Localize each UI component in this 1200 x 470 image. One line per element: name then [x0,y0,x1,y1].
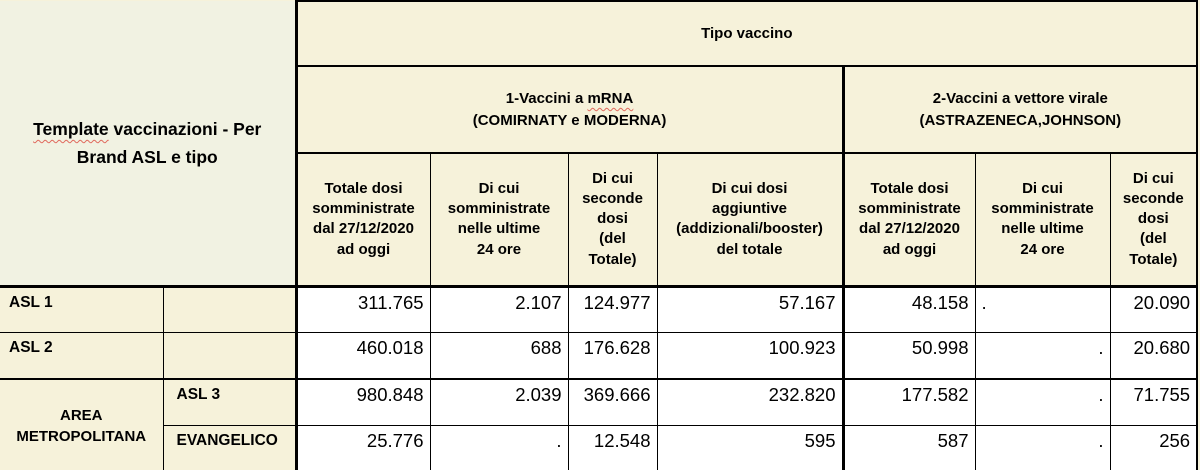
data-cell[interactable]: . [974,331,1111,380]
data-cell[interactable]: . [974,424,1111,470]
group1-misspelled-word: mRNA [587,89,634,107]
col-header-dosi-aggiuntive[interactable]: Di cui dosi aggiuntive (addizionali/boos… [656,152,844,288]
data-cell[interactable]: 124.977 [567,285,658,333]
data-cell[interactable]: 256 [1109,424,1199,470]
data-cell[interactable]: . [974,285,1111,333]
data-cell[interactable]: 2.039 [429,378,569,426]
data-cell[interactable]: 232.820 [656,378,844,426]
col-header-ultime-24-ore-vettore[interactable]: Di cui somministrate nelle ultime 24 ore [974,152,1111,288]
data-cell[interactable]: 20.090 [1109,285,1199,333]
table-row: EVANGELICO 25.776 . 12.548 595 587 . 256 [0,424,1199,470]
header-group-vettore-virale[interactable]: 2-Vaccini a vettore virale (ASTRAZENECA,… [841,65,1199,154]
title-misspelled-word: Template [33,118,109,139]
row-sublabel-evangelico[interactable]: EVANGELICO [162,424,297,470]
data-cell[interactable]: 177.582 [841,378,976,426]
table-row: AREA METROPOLITANA ASL 3 980.848 2.039 3… [0,378,1199,470]
data-cell[interactable]: 176.628 [567,331,658,380]
data-cell[interactable]: 587 [841,424,976,470]
row-label-area-metropolitana[interactable]: AREA METROPOLITANA [0,378,164,470]
header-tipo-vaccino[interactable]: Tipo vaccino [294,0,1199,67]
data-cell[interactable]: 460.018 [294,331,431,380]
data-cell[interactable]: . [974,378,1111,426]
data-cell[interactable]: 57.167 [656,285,844,333]
data-cell[interactable]: 369.666 [567,378,658,426]
row-sublabel-asl-3[interactable]: ASL 3 [162,378,297,426]
data-cell[interactable]: 50.998 [841,331,976,380]
table-title: Template vaccinazioni - Per Brand ASL e … [33,118,262,167]
data-cell[interactable]: 48.158 [841,285,976,333]
data-cell[interactable]: 25.776 [294,424,431,470]
header-group-mrna[interactable]: 1-Vaccini a mRNA (COMIRNATY e MODERNA) [294,65,844,154]
row-sublabel-empty[interactable] [162,285,297,333]
table-row: ASL 1 311.765 2.107 124.977 57.167 48.15… [0,285,1199,333]
table-row: ASL 2 460.018 688 176.628 100.923 50.998… [0,331,1199,380]
data-cell[interactable]: 688 [429,331,569,380]
data-cell[interactable]: 980.848 [294,378,431,426]
col-header-totale-dosi-mrna[interactable]: Totale dosi somministrate dal 27/12/2020… [294,152,431,288]
col-header-seconde-dosi-mrna[interactable]: Di cui seconde dosi (del Totale) [567,152,658,288]
data-cell[interactable]: 2.107 [429,285,569,333]
data-cell[interactable]: 595 [656,424,844,470]
data-cell[interactable]: 311.765 [294,285,431,333]
col-header-totale-dosi-vettore[interactable]: Totale dosi somministrate dal 27/12/2020… [841,152,976,288]
data-cell[interactable]: 100.923 [656,331,844,380]
data-cell[interactable]: 12.548 [567,424,658,470]
row-label-asl-2[interactable]: ASL 2 [0,331,164,380]
row-label-asl-1[interactable]: ASL 1 [0,285,164,333]
col-header-ultime-24-ore-mrna[interactable]: Di cui somministrate nelle ultime 24 ore [429,152,569,288]
col-header-seconde-dosi-vettore[interactable]: Di cui seconde dosi (del Totale) [1109,152,1199,288]
data-cell[interactable]: . [429,424,569,470]
data-cell[interactable]: 20.680 [1109,331,1199,380]
table-title-cell[interactable]: Template vaccinazioni - Per Brand ASL e … [0,1,297,288]
data-cell[interactable]: 71.755 [1109,378,1199,426]
row-sublabel-empty[interactable] [162,331,297,380]
